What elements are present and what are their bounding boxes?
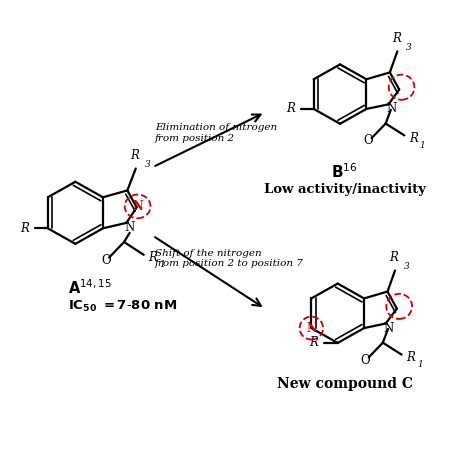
Text: R: R — [390, 251, 399, 264]
Text: O: O — [364, 135, 373, 147]
Text: 3: 3 — [404, 262, 410, 271]
Text: $\mathbf{IC_{50}}$ $\mathbf{= 7\text{-}80\ nM}$: $\mathbf{IC_{50}}$ $\mathbf{= 7\text{-}8… — [68, 299, 177, 314]
Text: $\mathbf{B}^{16}$: $\mathbf{B}^{16}$ — [331, 162, 358, 181]
Text: Low activity/inactivity: Low activity/inactivity — [264, 183, 426, 196]
Text: Shift of the nitrogen
from position 2 to position 7: Shift of the nitrogen from position 2 to… — [155, 249, 304, 268]
Text: O: O — [101, 254, 110, 267]
Text: N: N — [125, 221, 135, 234]
Text: R: R — [130, 149, 139, 162]
Text: N: N — [306, 322, 317, 335]
Text: 1: 1 — [417, 360, 423, 369]
Text: N: N — [132, 200, 143, 213]
Text: $\mathbf{A}^{14,15}$: $\mathbf{A}^{14,15}$ — [68, 279, 112, 298]
Text: R: R — [309, 337, 318, 349]
Text: R: R — [409, 132, 418, 145]
Text: 3: 3 — [145, 160, 151, 169]
Text: 1: 1 — [420, 141, 426, 150]
Text: R: R — [20, 222, 29, 235]
Text: N: N — [384, 322, 394, 335]
Text: 3: 3 — [406, 43, 412, 52]
Text: R: R — [392, 32, 401, 45]
Text: R: R — [286, 102, 295, 116]
Text: New compound C: New compound C — [277, 377, 413, 391]
Text: Elimination of nitrogen
from position 2: Elimination of nitrogen from position 2 — [155, 123, 277, 143]
Text: 1: 1 — [159, 260, 165, 269]
Text: R: R — [148, 251, 157, 264]
Text: N: N — [387, 102, 397, 116]
Text: R: R — [406, 351, 415, 364]
Text: O: O — [361, 353, 370, 366]
